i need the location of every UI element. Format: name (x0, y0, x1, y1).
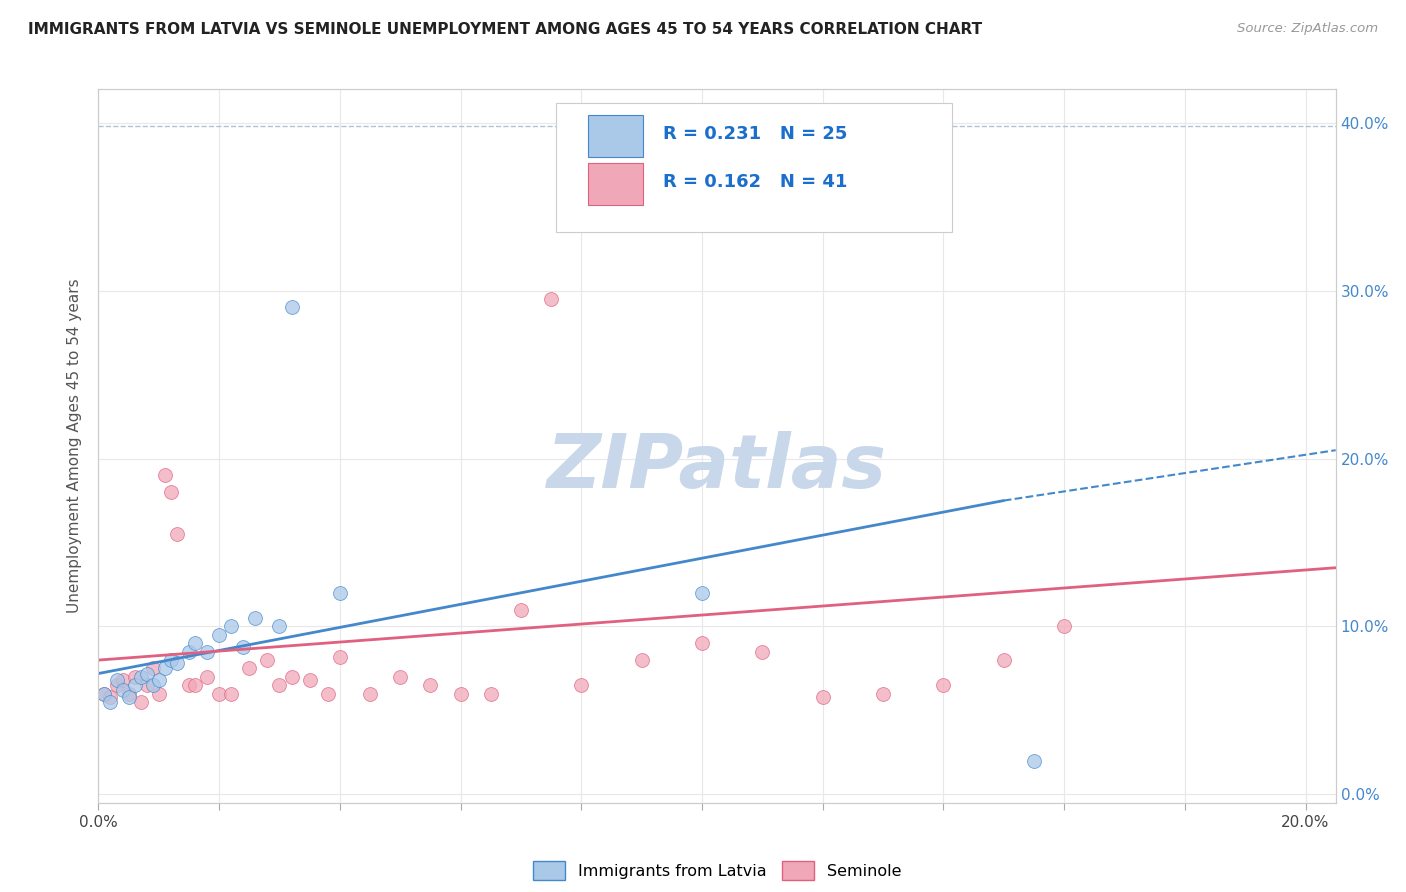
Point (124, 670, 146, 684)
Text: ZIPatlas: ZIPatlas (547, 431, 887, 504)
Point (450, 687, 472, 701)
Point (177, 678, 200, 692)
Point (100, 690, 122, 704)
Point (479, 687, 502, 701)
Point (690, 636, 713, 650)
Point (160, 485, 183, 500)
Point (195, 645, 218, 659)
Point (142, 678, 165, 692)
Text: R = 0.231   N = 25: R = 0.231 N = 25 (662, 125, 846, 143)
FancyBboxPatch shape (557, 103, 952, 232)
Point (100, 695, 122, 709)
Point (135, 666, 157, 681)
Point (569, 678, 592, 692)
FancyBboxPatch shape (588, 162, 643, 205)
Point (111, 683, 134, 698)
Point (269, 619, 291, 633)
Point (811, 690, 834, 704)
Point (153, 468, 176, 483)
Point (872, 687, 894, 701)
Point (993, 653, 1015, 667)
FancyBboxPatch shape (588, 115, 643, 157)
Text: Source: ZipAtlas.com: Source: ZipAtlas.com (1237, 22, 1378, 36)
Point (219, 619, 242, 633)
Point (389, 670, 412, 684)
Point (280, 670, 302, 684)
Point (166, 657, 188, 671)
Point (1022, 754, 1045, 768)
Point (932, 678, 955, 692)
Point (148, 687, 170, 701)
Y-axis label: Unemployment Among Ages 45 to 54 years: Unemployment Among Ages 45 to 54 years (67, 278, 83, 614)
Point (630, 653, 652, 667)
Point (124, 678, 146, 692)
Point (93, 687, 115, 701)
Point (111, 673, 134, 688)
Point (129, 695, 152, 709)
Point (329, 649, 352, 664)
Point (690, 586, 713, 600)
Point (280, 301, 302, 315)
Point (359, 687, 381, 701)
Point (256, 653, 278, 667)
Point (419, 678, 441, 692)
Point (245, 611, 267, 625)
Point (153, 661, 176, 675)
Point (208, 687, 231, 701)
Point (751, 645, 773, 659)
Point (184, 636, 207, 650)
Text: IMMIGRANTS FROM LATVIA VS SEMINOLE UNEMPLOYMENT AMONG AGES 45 TO 54 YEARS CORREL: IMMIGRANTS FROM LATVIA VS SEMINOLE UNEMP… (28, 22, 983, 37)
Point (232, 640, 254, 654)
Point (142, 661, 165, 675)
Point (117, 687, 139, 701)
Point (238, 661, 260, 675)
Point (166, 527, 188, 541)
Point (298, 673, 321, 688)
Point (208, 628, 231, 642)
Point (316, 687, 339, 701)
Point (129, 670, 152, 684)
Legend: Immigrants from Latvia, Seminole: Immigrants from Latvia, Seminole (533, 861, 901, 880)
Point (105, 673, 128, 688)
Point (160, 653, 183, 667)
Point (540, 292, 562, 306)
Point (93, 687, 115, 701)
Point (177, 645, 200, 659)
Point (184, 678, 207, 692)
Point (269, 678, 291, 692)
Point (1053, 619, 1076, 633)
Point (509, 603, 531, 617)
Text: R = 0.162   N = 41: R = 0.162 N = 41 (662, 173, 846, 191)
Point (329, 586, 352, 600)
Point (195, 670, 218, 684)
Point (135, 678, 157, 692)
Point (148, 673, 170, 688)
Point (219, 687, 242, 701)
Point (117, 690, 139, 704)
Point (105, 678, 128, 692)
